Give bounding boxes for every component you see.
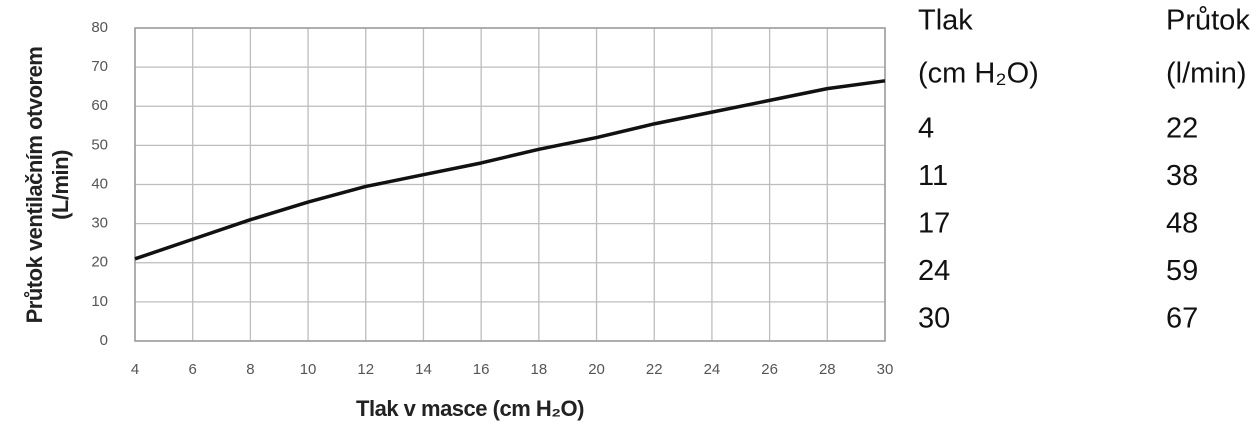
y-axis-label: (L/min) [48, 150, 73, 220]
x-tick-label: 14 [415, 361, 432, 378]
y-tick-label: 30 [91, 215, 108, 232]
table-cell: 24 [918, 255, 950, 287]
x-tick-label: 24 [704, 361, 721, 378]
y-tick-label: 40 [91, 175, 108, 192]
y-tick-label: 10 [91, 293, 108, 310]
x-tick-label: 16 [473, 361, 490, 378]
y-axis-label: Průtok ventilačním otvorem [22, 47, 47, 324]
x-tick-label: 18 [531, 361, 548, 378]
y-tick-label: 80 [91, 19, 108, 36]
table-cell: 59 [1166, 255, 1198, 287]
x-tick-label: 12 [357, 361, 374, 378]
y-tick-label: 70 [91, 58, 108, 75]
table-cell: 30 [918, 303, 950, 335]
table-header: Průtok [1166, 5, 1250, 37]
x-tick-label: 30 [877, 361, 894, 378]
x-tick-label: 28 [819, 361, 836, 378]
x-axis-label: Tlak v masce (cm H₂O) [356, 396, 584, 421]
y-tick-label: 20 [91, 254, 108, 271]
plot-border [134, 27, 886, 342]
table-cell: 17 [918, 208, 950, 240]
x-tick-label: 4 [131, 361, 139, 378]
data-line [134, 79, 886, 261]
x-tick-label: 22 [646, 361, 663, 378]
table-cell: 4 [918, 113, 934, 145]
table-header: (cm H₂O) [918, 58, 1039, 90]
table-header: Tlak [918, 5, 973, 37]
table-cell: 48 [1166, 208, 1198, 240]
x-tick-label: 6 [189, 361, 197, 378]
x-tick-label: 8 [246, 361, 254, 378]
y-tick-label: 0 [100, 332, 108, 349]
y-tick-label: 60 [91, 97, 108, 114]
x-tick-label: 20 [588, 361, 605, 378]
table-cell: 11 [918, 160, 948, 192]
x-tick-label: 26 [761, 361, 778, 378]
table-cell: 22 [1166, 113, 1198, 145]
table-cell: 38 [1166, 160, 1198, 192]
table-cell: 67 [1166, 303, 1198, 335]
y-tick-label: 50 [91, 136, 108, 153]
x-tick-label: 10 [300, 361, 317, 378]
table-header: (l/min) [1166, 58, 1247, 90]
